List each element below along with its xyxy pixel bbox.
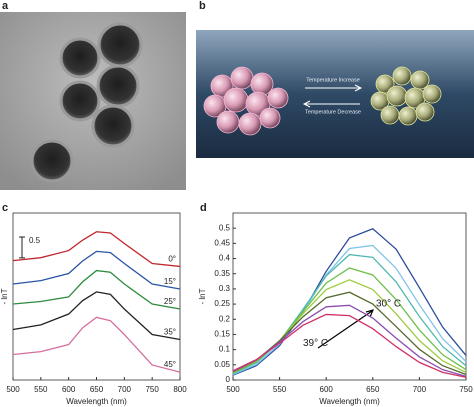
y-tick-label: 0.3: [219, 284, 231, 293]
y-tick-label: 0.35: [214, 269, 230, 278]
spectrum-line: [12, 291, 181, 341]
arrow: [302, 100, 360, 108]
pink-cluster: [203, 66, 289, 136]
spectrum-line: [12, 231, 181, 268]
annotation: 39° C: [303, 338, 328, 349]
x-tick-label: 700: [413, 385, 427, 394]
y-tick-label: 0.25: [214, 299, 230, 308]
series-label: 15°: [164, 277, 176, 286]
y-tick-label: 0: [226, 375, 231, 384]
y-tick-label: 0.05: [214, 360, 230, 369]
series-label: 0°: [168, 255, 176, 264]
x-tick-label: 750: [145, 385, 159, 394]
x-axis-title: Wavelength (nm): [319, 397, 380, 406]
series-label: 35°: [164, 328, 176, 337]
scale-bar: [19, 236, 25, 259]
y-tick-label: 0.15: [214, 330, 230, 339]
x-tick-label: 550: [273, 385, 287, 394]
series-label: 25°: [164, 297, 176, 306]
x-tick-label: 500: [6, 385, 20, 394]
panel-label: a: [2, 0, 9, 12]
annotation: 30° C: [376, 299, 401, 310]
x-tick-label: 800: [173, 385, 187, 394]
panel-label: c: [2, 202, 8, 214]
y-axis-title: - lnT: [0, 288, 9, 304]
x-tick-label: 600: [320, 385, 334, 394]
scale-bar-label: 0.5: [29, 236, 41, 245]
x-tick-label: 750: [459, 385, 473, 394]
plot-frame: [232, 212, 467, 381]
x-tick-label: 650: [90, 385, 104, 394]
x-tick-label: 500: [226, 385, 240, 394]
spectrum-line: [12, 250, 181, 290]
yellow-cluster: [370, 66, 442, 126]
y-tick-label: 0.2: [219, 314, 231, 323]
x-tick-label: 700: [118, 385, 132, 394]
spectrum-line: [12, 316, 181, 373]
x-axis-title: Wavelength (nm): [66, 397, 127, 406]
spectrum-line: [232, 244, 467, 376]
spectrum-line: [12, 269, 181, 310]
series-label: 45°: [164, 360, 176, 369]
x-tick-label: 600: [62, 385, 76, 394]
panel-label: b: [199, 0, 206, 12]
y-tick-label: 0.4: [219, 254, 231, 263]
y-tick-label: 0.1: [219, 345, 231, 354]
illustration-label: Temperature Increase: [306, 77, 360, 83]
spectrum-line: [232, 228, 467, 376]
arrow: [317, 309, 375, 349]
x-tick-label: 650: [366, 385, 380, 394]
particles: [30, 22, 143, 183]
spectrum-line: [232, 291, 467, 376]
x-tick-label: 550: [34, 385, 48, 394]
panel-label: d: [200, 202, 207, 214]
y-axis-title: - lnT: [198, 288, 207, 304]
illustration-label: Temperature Decrease: [305, 109, 361, 115]
y-tick-label: 0.45: [214, 238, 230, 247]
y-tick-label: 0.5: [219, 223, 231, 232]
spectrum-line: [232, 313, 467, 378]
arrow: [305, 84, 363, 92]
